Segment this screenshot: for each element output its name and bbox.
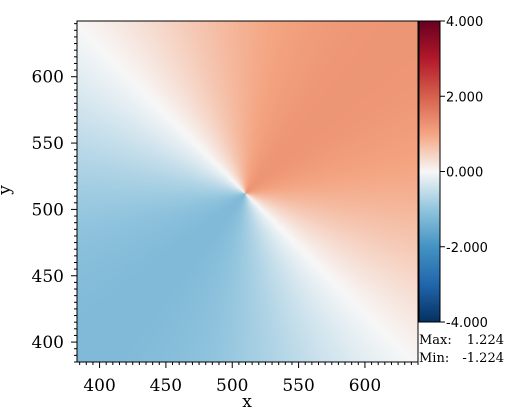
max-value: 1.224 (467, 333, 504, 348)
colorbar-tick-label: -2.000 (446, 241, 488, 256)
x-tick-label: 550 (282, 376, 314, 396)
max-label: Max: (419, 333, 452, 348)
x-tick-label: 450 (150, 376, 182, 396)
x-tick-label: 400 (83, 376, 115, 396)
x-tick-label: 600 (349, 376, 381, 396)
y-tick-label: 550 (32, 134, 64, 154)
y-axis: 400 450 500 550 600 (32, 23, 77, 363)
y-tick-label: 500 (32, 200, 64, 220)
x-axis-label: x (242, 392, 252, 412)
heatmap-image (77, 21, 418, 362)
plot-frame (76, 20, 419, 363)
y-tick-label: 400 (32, 333, 64, 353)
y-tick-label: 450 (32, 267, 64, 287)
colorbar-gradient (419, 21, 440, 322)
y-axis-label: y (0, 185, 15, 196)
x-tick-label: 500 (216, 376, 248, 396)
colorbar-tick-label: 0.000 (446, 166, 483, 181)
x-axis: 400 450 500 550 600 (79, 362, 419, 396)
min-value: -1.224 (462, 351, 504, 366)
y-tick-label: 600 (32, 68, 64, 88)
colorbar-tick-label: 4.000 (446, 15, 483, 30)
heatmap-plot-area (76, 20, 419, 363)
colorbar-tick-label: 2.000 (446, 90, 483, 105)
stats-readout: Max: 1.224 Min: -1.224 (419, 333, 504, 366)
colorbar-tick-label: -4.000 (446, 316, 488, 331)
colorbar-ticks: 4.000 2.000 0.000 -2.000 -4.000 (440, 15, 488, 331)
min-label: Min: (419, 351, 449, 366)
colorbar: 4.000 2.000 0.000 -2.000 -4.000 (418, 15, 488, 331)
